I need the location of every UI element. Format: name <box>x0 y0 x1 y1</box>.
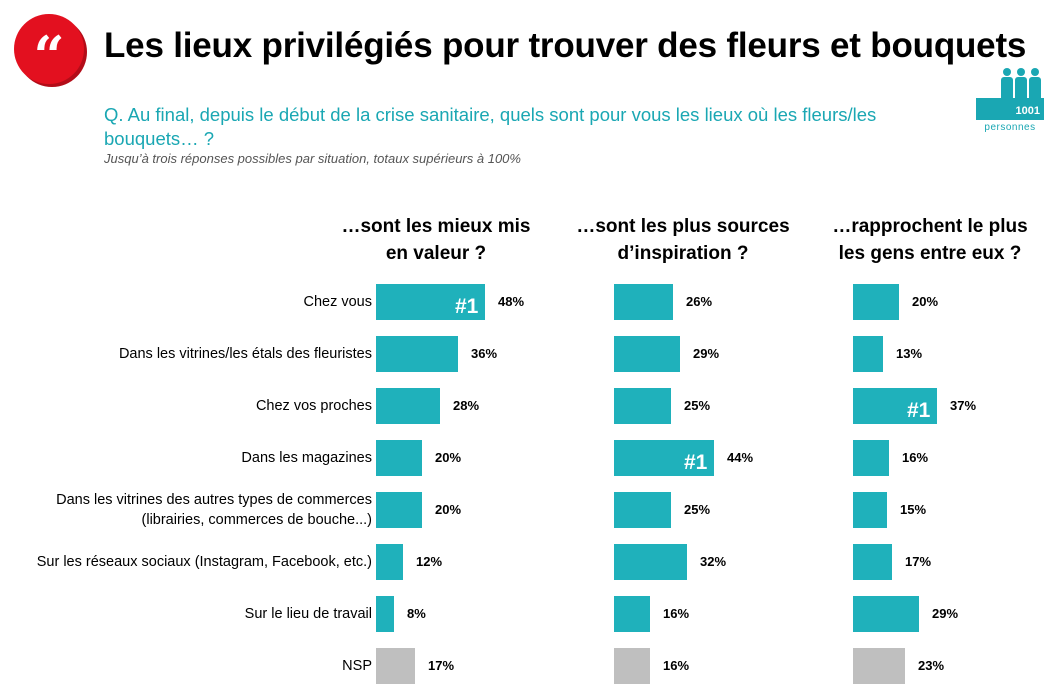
bar <box>376 388 440 424</box>
person-icon <box>1000 68 1014 98</box>
rank-badge: #1 <box>684 451 708 474</box>
sample-size-badge: 1001 personnes <box>976 68 1044 140</box>
bar <box>376 596 394 632</box>
rank-badge: #1 <box>455 295 479 318</box>
value-label: 8% <box>407 606 426 621</box>
rank-badge: #1 <box>907 399 931 422</box>
value-label: 20% <box>912 294 939 309</box>
bar <box>376 648 415 684</box>
column-heading-line: …sont les mieux mis <box>341 216 531 237</box>
bar <box>853 544 892 580</box>
sample-count: 1001 <box>1015 105 1040 117</box>
value-label: 37% <box>950 398 977 413</box>
row-label: Sur le lieu de travail <box>12 604 372 624</box>
value-label: 23% <box>918 658 945 673</box>
bar <box>376 544 403 580</box>
value-label: 28% <box>453 398 480 413</box>
sample-label: personnes <box>984 122 1036 133</box>
row-label-line: Sur les réseaux sociaux (Instagram, Face… <box>36 554 372 570</box>
bar <box>376 284 485 320</box>
value-label: 16% <box>663 606 690 621</box>
value-label: 15% <box>900 502 927 517</box>
value-label: 26% <box>686 294 713 309</box>
value-label: 29% <box>932 606 959 621</box>
column-heading: …rapprochent le plus les gens entre eux ? <box>815 213 1045 267</box>
value-label: 17% <box>905 554 932 569</box>
column-heading: …sont les plus sources d’inspiration ? <box>568 213 798 267</box>
row-label: NSP <box>12 656 372 676</box>
badge-band <box>976 98 1044 120</box>
value-label: 17% <box>428 658 455 673</box>
person-icon <box>1028 68 1042 98</box>
row-label-line: Dans les magazines <box>241 450 372 466</box>
row-label: Chez vous <box>12 292 372 312</box>
row-label: Chez vos proches <box>12 396 372 416</box>
quote-icon: “ <box>14 14 84 88</box>
row-label-line: Chez vos proches <box>255 398 372 414</box>
bar <box>853 336 883 372</box>
bar <box>853 596 919 632</box>
row-label: Dans les vitrines/les étals des fleurist… <box>12 344 372 364</box>
bar <box>853 648 905 684</box>
survey-note: Jusqu’à trois réponses possibles par sit… <box>104 151 521 166</box>
value-label: 48% <box>498 294 525 309</box>
value-label: 13% <box>896 346 923 361</box>
column-heading-line: …sont les plus sources <box>576 216 790 237</box>
value-label: 16% <box>663 658 690 673</box>
column-heading-line: les gens entre eux ? <box>838 243 1022 264</box>
bar <box>614 544 687 580</box>
bar <box>376 492 422 528</box>
survey-question: Q. Au final, depuis le début de la crise… <box>104 104 877 149</box>
row-label-line: Chez vous <box>303 294 372 310</box>
bar <box>614 648 650 684</box>
bar <box>614 440 714 476</box>
column-heading-line: d’inspiration ? <box>617 243 749 264</box>
value-label: 44% <box>727 450 754 465</box>
row-label-line: Sur le lieu de travail <box>244 606 372 622</box>
bar <box>614 596 650 632</box>
value-label: 25% <box>684 398 711 413</box>
row-label-line: NSP <box>342 658 372 674</box>
row-label-line: (librairies, commerces de bouche...) <box>141 512 372 528</box>
bar <box>376 440 422 476</box>
value-label: 25% <box>684 502 711 517</box>
row-label-line: Dans les vitrines/les étals des fleurist… <box>118 346 372 362</box>
person-icon <box>1014 68 1028 98</box>
row-label-line: Dans les vitrines des autres types de co… <box>56 492 372 508</box>
page-title: Les lieux privilégiés pour trouver des f… <box>104 26 1027 65</box>
bar <box>614 336 680 372</box>
row-label: Dans les magazines <box>12 448 372 468</box>
bar <box>853 440 889 476</box>
bar <box>376 336 458 372</box>
value-label: 12% <box>416 554 443 569</box>
bar <box>853 492 887 528</box>
value-label: 20% <box>435 502 462 517</box>
row-label: Dans les vitrines des autres types de co… <box>12 490 372 530</box>
value-label: 29% <box>693 346 720 361</box>
value-label: 16% <box>902 450 929 465</box>
column-heading-line: en valeur ? <box>385 243 487 264</box>
column-heading-line: …rapprochent le plus <box>832 216 1028 237</box>
value-label: 36% <box>471 346 498 361</box>
row-label: Sur les réseaux sociaux (Instagram, Face… <box>12 552 372 572</box>
bar <box>614 388 671 424</box>
bar <box>614 284 673 320</box>
bar <box>614 492 671 528</box>
column-heading: …sont les mieux mis en valeur ? <box>321 213 551 267</box>
bar <box>853 388 937 424</box>
value-label: 20% <box>435 450 462 465</box>
bar <box>853 284 899 320</box>
value-label: 32% <box>700 554 727 569</box>
